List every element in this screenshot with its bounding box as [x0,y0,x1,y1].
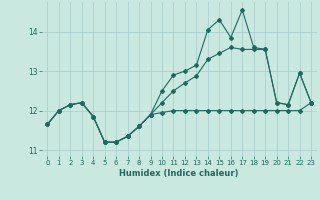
X-axis label: Humidex (Indice chaleur): Humidex (Indice chaleur) [119,169,239,178]
